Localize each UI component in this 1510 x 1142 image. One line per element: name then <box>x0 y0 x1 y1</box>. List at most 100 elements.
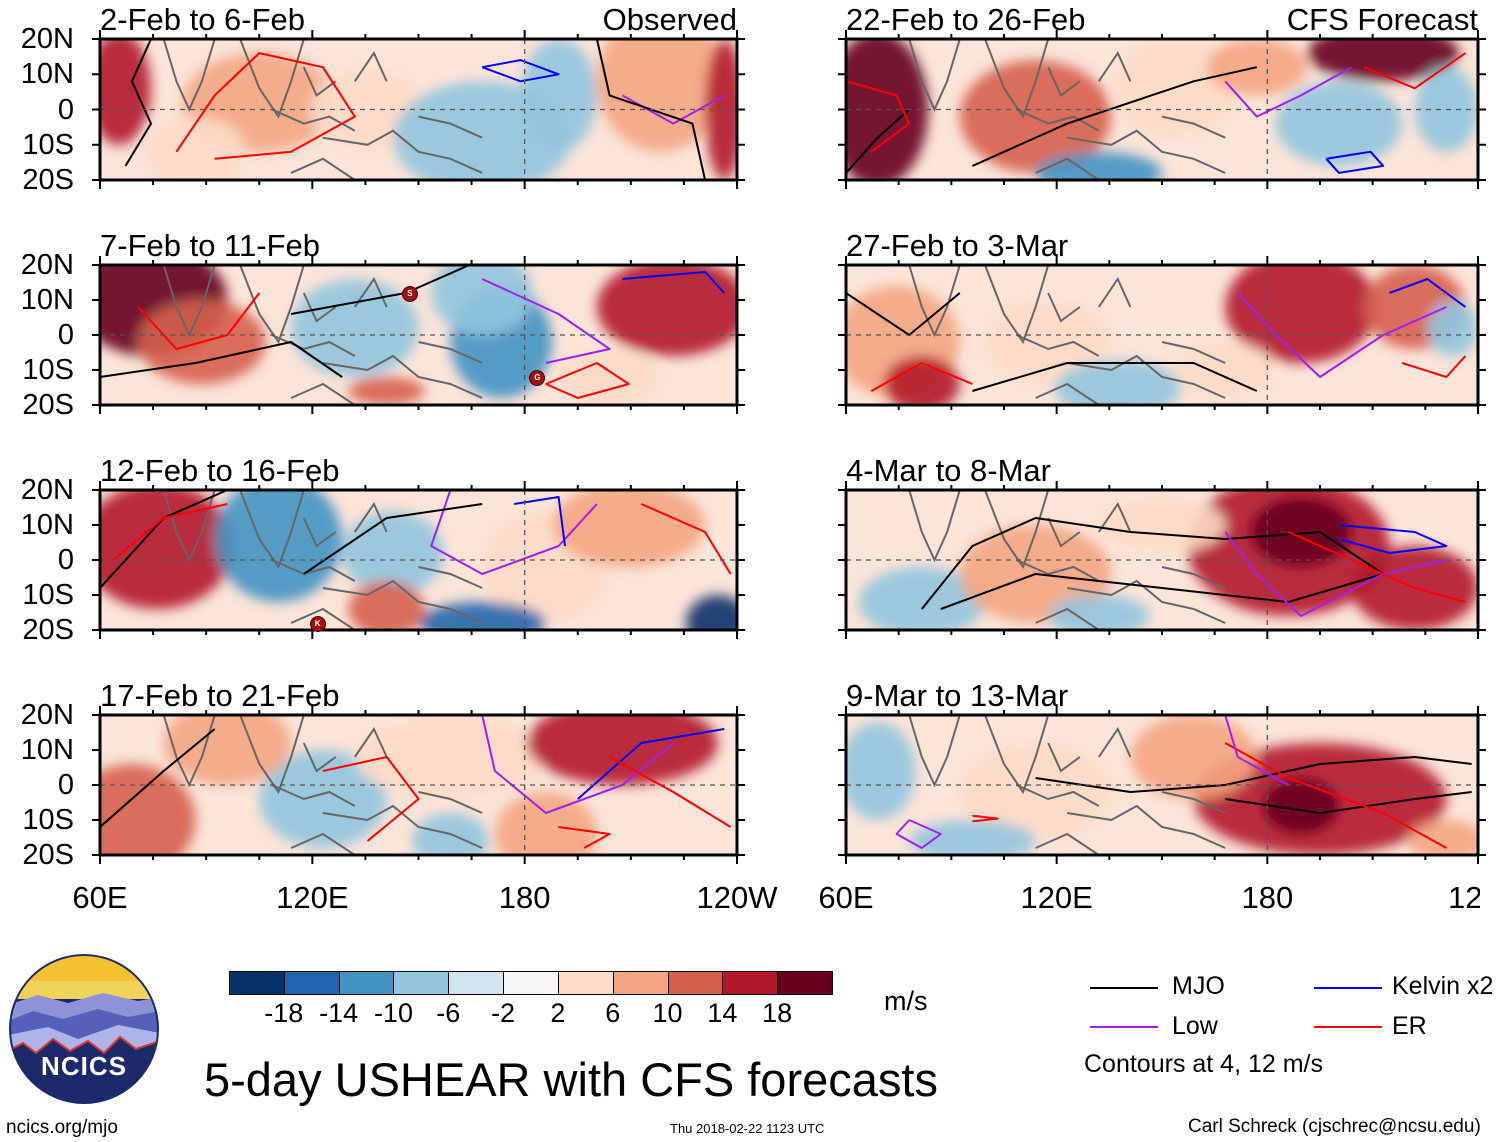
longitude-label: 120E <box>1020 880 1093 915</box>
shear-anomaly-region <box>348 581 425 630</box>
footer-timestamp: Thu 2018-02-22 1123 UTC <box>670 1121 825 1136</box>
coastline <box>1047 517 1081 548</box>
coastline <box>1035 382 1100 405</box>
wave-contour <box>1287 531 1466 603</box>
shear-map-panel <box>838 481 1486 639</box>
shear-anomaly-region <box>1130 715 1257 799</box>
footer-url[interactable]: ncics.org/mjo <box>6 1117 118 1138</box>
latitude-label: 10N <box>20 734 74 766</box>
wave-contour <box>846 108 910 174</box>
shear-map-panel <box>838 256 1486 414</box>
wave-contour <box>545 362 630 399</box>
shear-anomaly-region <box>100 490 234 609</box>
colorbar-tick-label: 2 <box>550 998 566 1028</box>
wave-contour <box>513 496 566 547</box>
shear-anomaly-region <box>686 595 737 630</box>
shear-anomaly-region <box>100 764 196 855</box>
latitude-label: 0 <box>57 319 74 351</box>
colorbar-tick-label: 14 <box>707 998 738 1028</box>
coastline <box>1097 726 1132 758</box>
shear-anomaly-region <box>1225 265 1377 363</box>
legend-mjo-label: MJO <box>1172 972 1225 1000</box>
wave-contour <box>609 756 732 828</box>
coastline <box>1097 276 1132 308</box>
legend-kelvin-line <box>1314 987 1382 989</box>
latitude-label: 0 <box>57 769 74 801</box>
coastline <box>1047 66 1081 97</box>
coastline <box>1035 607 1100 630</box>
shear-anomaly-region <box>846 722 916 820</box>
panel-title: 4-Mar to 8-Mar <box>846 453 1051 488</box>
footer-author: Carl Schreck (cjschrec@ncsu.edu) <box>1188 1116 1481 1137</box>
coastline <box>908 39 961 112</box>
shear-anomaly-region <box>552 490 706 567</box>
coastline <box>239 490 305 570</box>
coastline <box>322 354 483 399</box>
latitude-label: 0 <box>57 93 74 126</box>
coastline <box>162 715 216 788</box>
coastline <box>1161 566 1226 589</box>
shear-anomaly-region <box>959 60 1112 173</box>
coastline <box>162 39 216 112</box>
longitude-label: 120E <box>276 880 349 915</box>
shear-map-panel <box>92 706 745 864</box>
coastline <box>1047 742 1081 773</box>
coastline <box>322 129 483 174</box>
logo-graphic <box>9 954 159 1104</box>
shear-anomaly-region <box>348 377 425 405</box>
colorbar-units: m/s <box>884 986 928 1016</box>
coastline <box>271 559 356 582</box>
longitude-label: 60E <box>818 880 874 915</box>
colorbar-swatch <box>777 971 833 995</box>
longitude-label: 120W <box>696 880 778 915</box>
coastline <box>290 832 356 855</box>
colorbar-tick-label: -6 <box>436 998 461 1028</box>
coastline <box>984 39 1050 119</box>
colorbar-swatch <box>557 971 614 995</box>
coastline <box>353 51 388 82</box>
panel-title: 7-Feb to 11-Feb <box>100 228 320 263</box>
wave-contour <box>1035 756 1472 793</box>
coastline <box>302 292 337 323</box>
wave-contour <box>870 362 973 392</box>
latitude-label: 20N <box>20 249 74 281</box>
wave-contour <box>971 66 1258 167</box>
wave-contour <box>1401 355 1467 378</box>
longitude-label: 120W <box>1448 882 1480 913</box>
logo-text: NCICS <box>41 1051 127 1081</box>
colorbar-tick-label: 6 <box>605 998 621 1028</box>
panel-title: 22-Feb to 26-Feb <box>846 2 1086 37</box>
coastline <box>290 382 356 405</box>
wave-contour <box>175 52 356 160</box>
coastline <box>1097 51 1132 82</box>
legend-low-line <box>1090 1026 1158 1028</box>
wave-contour <box>322 756 420 842</box>
wave-contour <box>481 59 560 83</box>
coastline <box>162 265 216 338</box>
coastline <box>302 517 337 548</box>
panel-title: 12-Feb to 16-Feb <box>100 453 340 488</box>
coastline <box>1035 157 1100 180</box>
coastline <box>984 715 1050 795</box>
panel-source-label: Observed <box>602 2 737 37</box>
coastline <box>353 726 388 758</box>
wave-contour <box>1363 52 1466 90</box>
coastline <box>302 66 337 97</box>
wave-contour <box>972 362 1258 392</box>
coastline <box>1067 354 1226 399</box>
wave-contour <box>1389 278 1466 308</box>
wave-contour <box>558 826 611 849</box>
coastline <box>1161 341 1226 364</box>
coastline <box>322 579 483 624</box>
coastline <box>1016 559 1100 582</box>
colorbar-tick-label: 18 <box>762 998 793 1028</box>
coastline <box>1047 292 1081 323</box>
latitude-label: 10N <box>20 509 74 541</box>
latitude-label: 10S <box>22 579 74 611</box>
wave-contour <box>303 503 483 575</box>
shear-anomaly-region <box>520 39 597 152</box>
shear-anomaly-region <box>596 265 737 356</box>
shear-anomaly-region <box>1054 360 1181 405</box>
wave-contour <box>846 80 911 153</box>
colorbar-swatch <box>722 971 779 995</box>
